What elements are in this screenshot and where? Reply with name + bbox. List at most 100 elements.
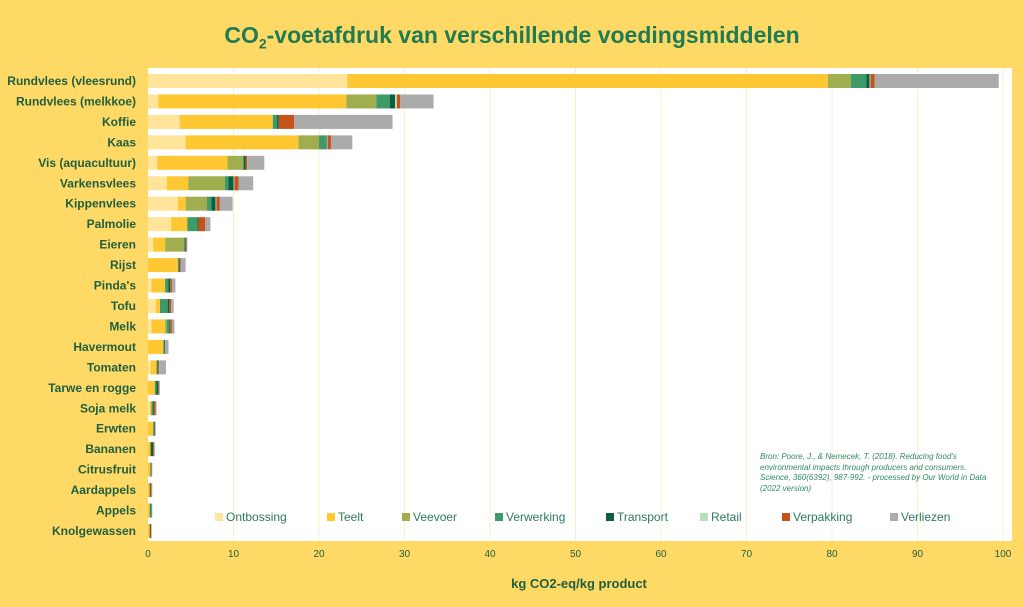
bar-segment-verwerking	[154, 380, 157, 395]
category-label: Soja melk	[80, 401, 136, 415]
category-label: Eieren	[99, 238, 136, 252]
bar-segment-transport	[325, 135, 327, 150]
bar-segment-verpakking	[185, 237, 187, 252]
bar-segment-teelt	[150, 360, 157, 375]
x-tick-label: 10	[228, 549, 240, 560]
x-tick-label: 100	[995, 549, 1012, 560]
bar-segment-verwerking	[224, 176, 229, 191]
category-label: Appels	[96, 504, 136, 518]
bar-segment-transport	[866, 74, 870, 88]
bar-segment-ontbossing	[148, 278, 152, 293]
category-label: Rijst	[110, 258, 136, 272]
bar-segment-teelt	[347, 74, 828, 88]
bar-segment-verliezen	[159, 360, 166, 375]
bar-segment-teelt	[179, 114, 273, 129]
bar-segment-retail	[215, 196, 217, 211]
bar-segment-teelt	[157, 155, 228, 170]
bar-segment-verpakking	[150, 483, 152, 498]
legend-label: Verpakking	[793, 510, 852, 524]
category-label: Aardappels	[71, 483, 137, 497]
bar-segment-verpakking	[150, 524, 152, 538]
legend-label: Verliezen	[901, 510, 950, 524]
bar-segment-teelt	[148, 380, 155, 395]
bar-segment-verpakking	[278, 114, 295, 129]
bar-segment-verpakking	[170, 278, 172, 293]
bar-segment-verpakking	[234, 176, 239, 191]
bar-segment-transport	[149, 524, 151, 538]
bar-segment-teelt	[171, 217, 188, 232]
bar-segment-ontbossing	[148, 237, 154, 252]
legend-swatch	[402, 513, 410, 521]
bar-segment-teelt	[185, 135, 299, 150]
category-label: Tarwe en rogge	[48, 381, 136, 395]
bar-segment-transport	[184, 237, 186, 252]
bar-segment-teelt	[149, 401, 152, 416]
bar-segment-ontbossing	[148, 299, 156, 313]
bar-segment-verliezen	[171, 299, 174, 313]
category-label: Erwten	[96, 422, 136, 436]
bar-segment-veevoer	[827, 74, 851, 88]
bar-segment-verwerking	[163, 339, 165, 354]
x-tick-label: 70	[741, 549, 753, 560]
bar-segment-transport	[156, 380, 159, 395]
bar-segment-verliezen	[400, 94, 434, 109]
bar-segment-teelt	[151, 319, 166, 334]
bar-segment-ontbossing	[148, 114, 180, 129]
bar-segment-teelt	[148, 524, 150, 538]
x-tick-label: 30	[399, 549, 411, 560]
legend-label: Teelt	[338, 510, 364, 524]
bar-segment-verwerking	[272, 114, 278, 129]
bar-segment-verpakking	[153, 442, 154, 457]
x-axis-title: kg CO2-eq/kg product	[511, 576, 647, 591]
chart-title: CO2-voetafdruk van verschillende voeding…	[224, 22, 800, 52]
bar-segment-transport	[153, 401, 154, 416]
category-label: Vis (aquacultuur)	[38, 156, 136, 170]
bar-segment-transport	[150, 442, 154, 457]
bar-segment-verwerking	[159, 299, 168, 313]
bar-segment-teelt	[148, 258, 178, 273]
bar-segment-transport	[389, 94, 396, 109]
bar-segment-verliezen	[205, 217, 211, 232]
bar-segment-verliezen	[153, 442, 155, 457]
x-tick-label: 60	[655, 549, 667, 560]
bar-segment-retail	[326, 135, 328, 150]
bar-segment-verwerking	[165, 278, 169, 293]
bar-segment-verliezen	[151, 503, 153, 518]
category-label: Knolgewassen	[52, 524, 136, 538]
category-label: Tofu	[111, 299, 136, 313]
bar-segment-verliezen	[171, 278, 176, 293]
x-tick-label: 80	[826, 549, 838, 560]
category-label: Koffie	[102, 115, 136, 129]
bar-segment-veevoer	[346, 94, 377, 109]
bar-segment-verliezen	[155, 401, 157, 416]
bar-segment-verwerking	[850, 74, 867, 88]
bar-segment-verpakking	[870, 74, 875, 88]
bar-segment-verliezen	[294, 114, 393, 129]
bar-segment-verwerking	[242, 155, 244, 170]
x-tick-label: 50	[570, 549, 582, 560]
bar-segment-teelt	[158, 94, 347, 109]
bar-segment-teelt	[148, 442, 151, 457]
legend-swatch	[495, 513, 503, 521]
legend-swatch	[700, 513, 708, 521]
bar-segment-ontbossing	[148, 401, 150, 416]
bar-segment-verliezen	[165, 339, 169, 354]
bar-segment-transport	[164, 339, 166, 354]
legend-swatch	[215, 513, 223, 521]
bar-segment-ontbossing	[148, 360, 151, 375]
category-label: Bananen	[85, 442, 136, 456]
bar-segment-verwerking	[206, 196, 212, 211]
legend-swatch	[890, 513, 898, 521]
bar-segment-veevoer	[188, 176, 225, 191]
bar-segment-transport	[168, 278, 171, 293]
bar-segment-verpakking	[179, 258, 181, 273]
legend-swatch	[782, 513, 790, 521]
x-tick-label: 20	[313, 549, 325, 560]
bar-segment-verpakking	[216, 196, 220, 211]
category-label: Kippenvlees	[65, 197, 136, 211]
bar-segment-verpakking	[245, 155, 248, 170]
legend-label: Retail	[711, 510, 742, 524]
bar-segment-transport	[277, 114, 279, 129]
bar-segment-teelt	[148, 503, 150, 518]
